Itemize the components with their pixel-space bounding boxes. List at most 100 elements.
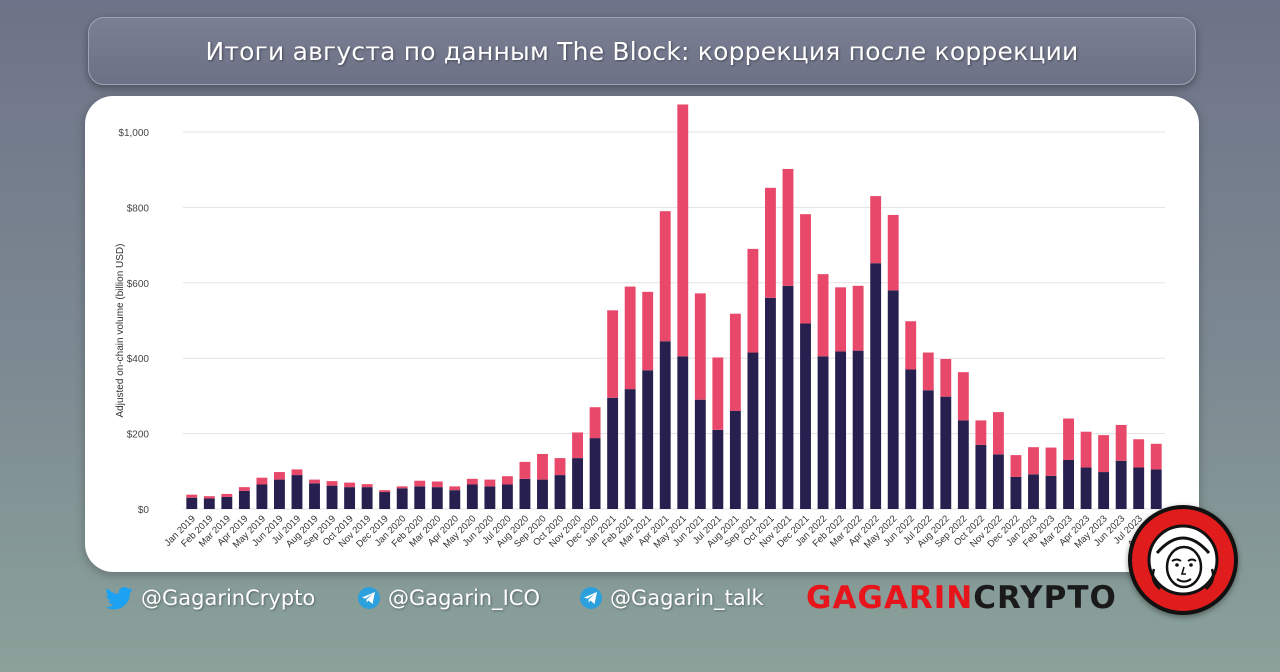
bar-segment-bottom [975,444,987,509]
y-tick-label: $800 [127,203,150,214]
telegram-ico-handle[interactable]: @Gagarin_ICO [358,586,540,610]
bar-segment-top [940,358,952,397]
bar-segment-top [501,476,513,485]
bar-segment-top [274,472,285,480]
y-tick-label: $400 [127,354,150,365]
bar-segment-bottom [274,479,285,509]
bar-segment-bottom [677,356,689,509]
bar-segment-bottom [221,496,233,509]
bar-segment-top [1010,455,1022,477]
y-tick-label: $0 [138,505,150,516]
bar-segment-top [975,420,987,445]
bar-segment-bottom [361,487,373,509]
telegram-plane-icon [358,587,380,609]
bar-segment-bottom [291,475,303,509]
y-tick-label: $1,000 [118,128,149,139]
gagarin-logo [1128,505,1238,615]
bar-segment-top [431,481,443,488]
bar-segment-top [1080,431,1092,468]
bar-segment-bottom [870,263,882,509]
bar-segment-top [677,104,689,357]
bar-segment-bottom [1080,467,1092,509]
bar-segment-top [238,487,250,491]
stacked-bar-chart: $0 $200 $400 $600 $800 $1,000 Adjusted on-chai… [115,104,1165,551]
bar-segment-top [765,187,776,298]
bar-segment-bottom [414,486,426,509]
bar-segment-top [887,214,899,291]
telegram-talk-text: @Gagarin_talk [610,586,764,610]
bar-segment-top [835,287,847,352]
telegram-plane-icon [580,587,602,609]
bar-segment-bottom [238,490,250,509]
bar-segment-bottom [922,390,934,509]
bar-segment-bottom [1098,472,1110,509]
bar-segment-bottom [712,429,724,509]
bar-segment-bottom [765,297,776,509]
bar-segment-top [852,285,864,351]
bar-segment-top [922,352,934,391]
bar-segment-bottom [729,410,741,509]
bar-segment-top [572,432,583,459]
bar-segment-top [484,479,496,487]
bar-segment-top [905,321,917,370]
bar-segment-top [782,168,794,286]
bar-segment-bottom [887,290,899,509]
bar-segment-bottom [1150,469,1162,509]
bar-segment-top [326,481,338,486]
bar-segment-bottom [852,350,864,509]
bar-segment-top [414,480,426,487]
bar-segment-bottom [642,370,654,509]
bar-segment-bottom [256,484,268,509]
bar-segment-bottom [572,458,583,509]
bar-segment-bottom [484,486,496,509]
bar-segment-bottom [624,389,636,509]
bar-segment-top [747,248,759,353]
bar-segment-top [589,407,601,439]
brand-wordmark: GAGARINCRYPTO [806,580,1117,616]
bar-segment-bottom [1028,474,1039,509]
bar-segment-top [1098,435,1110,473]
bar-segment-bottom [940,396,952,509]
bar-segment-top [817,274,829,357]
bar-segment-top [449,486,461,491]
bar-segment-bottom [607,397,619,509]
bar-segment-top [694,293,706,400]
bar-segment-bottom [992,454,1004,509]
bar-segment-bottom [537,479,548,509]
footer: @GagarinCrypto @Gagarin_ICO @Gagarin_tal… [0,580,1280,630]
bar-segment-top [291,469,303,476]
bar-segment-top [554,458,566,476]
bar-segment-top [186,494,198,498]
bar-segment-bottom [379,492,391,509]
bar-segment-bottom [694,399,706,509]
bar-segment-bottom [957,420,969,509]
bar-segment-top [1028,447,1039,475]
bar-segment-top [379,490,391,493]
bar-segment-top [1150,443,1162,470]
bar-segment-bottom [309,483,320,509]
bar-segment-bottom [800,323,811,509]
bar-segment-top [1045,447,1057,476]
bar-segment-bottom [449,490,461,509]
bar-segment-top [221,493,233,497]
bar-segment-bottom [1010,476,1022,509]
bar-segment-top [1115,424,1127,461]
page-title: Итоги августа по данным The Block: корре… [205,36,1079,66]
bar-segment-top [729,313,741,411]
bar-segment-top [361,484,373,488]
bar-segment-bottom [817,356,829,509]
cosmonaut-helmet-icon [1147,524,1219,596]
twitter-handle[interactable]: @GagarinCrypto [105,586,315,610]
telegram-talk-handle[interactable]: @Gagarin_talk [580,586,764,610]
bar-segment-top [642,291,654,371]
bar-segment-top [396,486,408,489]
bar-segment-top [466,478,478,485]
bar-segment-bottom [186,497,198,509]
twitter-handle-text: @GagarinCrypto [141,586,316,610]
chart-card: $0 $200 $400 $600 $800 $1,000 Adjusted on-chai… [85,96,1199,572]
y-tick-label: $200 [127,430,150,441]
bar-segment-bottom [554,475,566,509]
bar-segment-bottom [326,485,338,509]
bar-segment-bottom [203,498,215,509]
bar-segment-top [712,357,724,430]
